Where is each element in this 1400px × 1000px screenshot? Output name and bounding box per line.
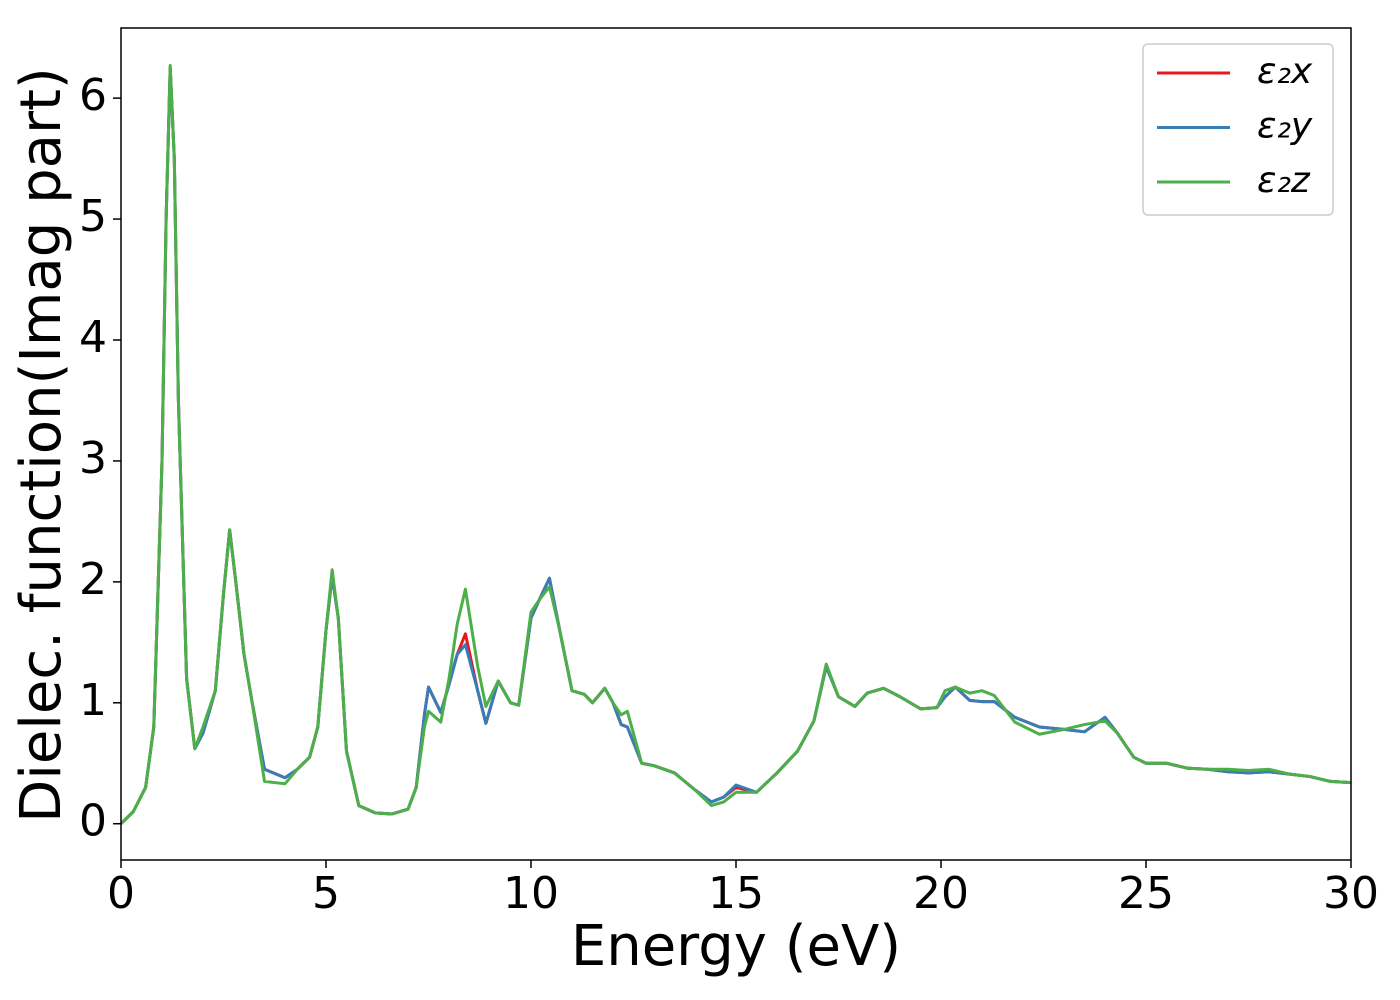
x-tick-label: 5 bbox=[312, 868, 340, 919]
legend-label: ε₂x bbox=[1257, 51, 1313, 92]
y-tick-label: 1 bbox=[79, 675, 107, 726]
legend-box bbox=[1142, 43, 1334, 216]
y-axis-label: Dielec. function(Imag part) bbox=[9, 67, 74, 823]
y-tick-label: 2 bbox=[79, 554, 107, 605]
legend-label: ε₂y bbox=[1257, 106, 1313, 147]
x-tick-label: 25 bbox=[1118, 868, 1174, 919]
plot-frame bbox=[120, 27, 1352, 861]
x-tick-label: 15 bbox=[708, 868, 764, 919]
y-tick-label: 5 bbox=[79, 191, 107, 242]
x-tick-label: 30 bbox=[1323, 868, 1379, 919]
x-tick-label: 0 bbox=[107, 868, 135, 919]
y-tick-label: 0 bbox=[79, 796, 107, 847]
x-tick-label: 10 bbox=[503, 868, 559, 919]
x-tick-label: 20 bbox=[913, 868, 969, 919]
x-axis-label: Energy (eV) bbox=[571, 914, 901, 979]
legend-label: ε₂z bbox=[1257, 160, 1311, 201]
y-tick-label: 6 bbox=[79, 70, 107, 121]
y-tick-label: 3 bbox=[79, 433, 107, 484]
data-line bbox=[121, 63, 1351, 825]
y-tick-label: 4 bbox=[79, 312, 107, 363]
